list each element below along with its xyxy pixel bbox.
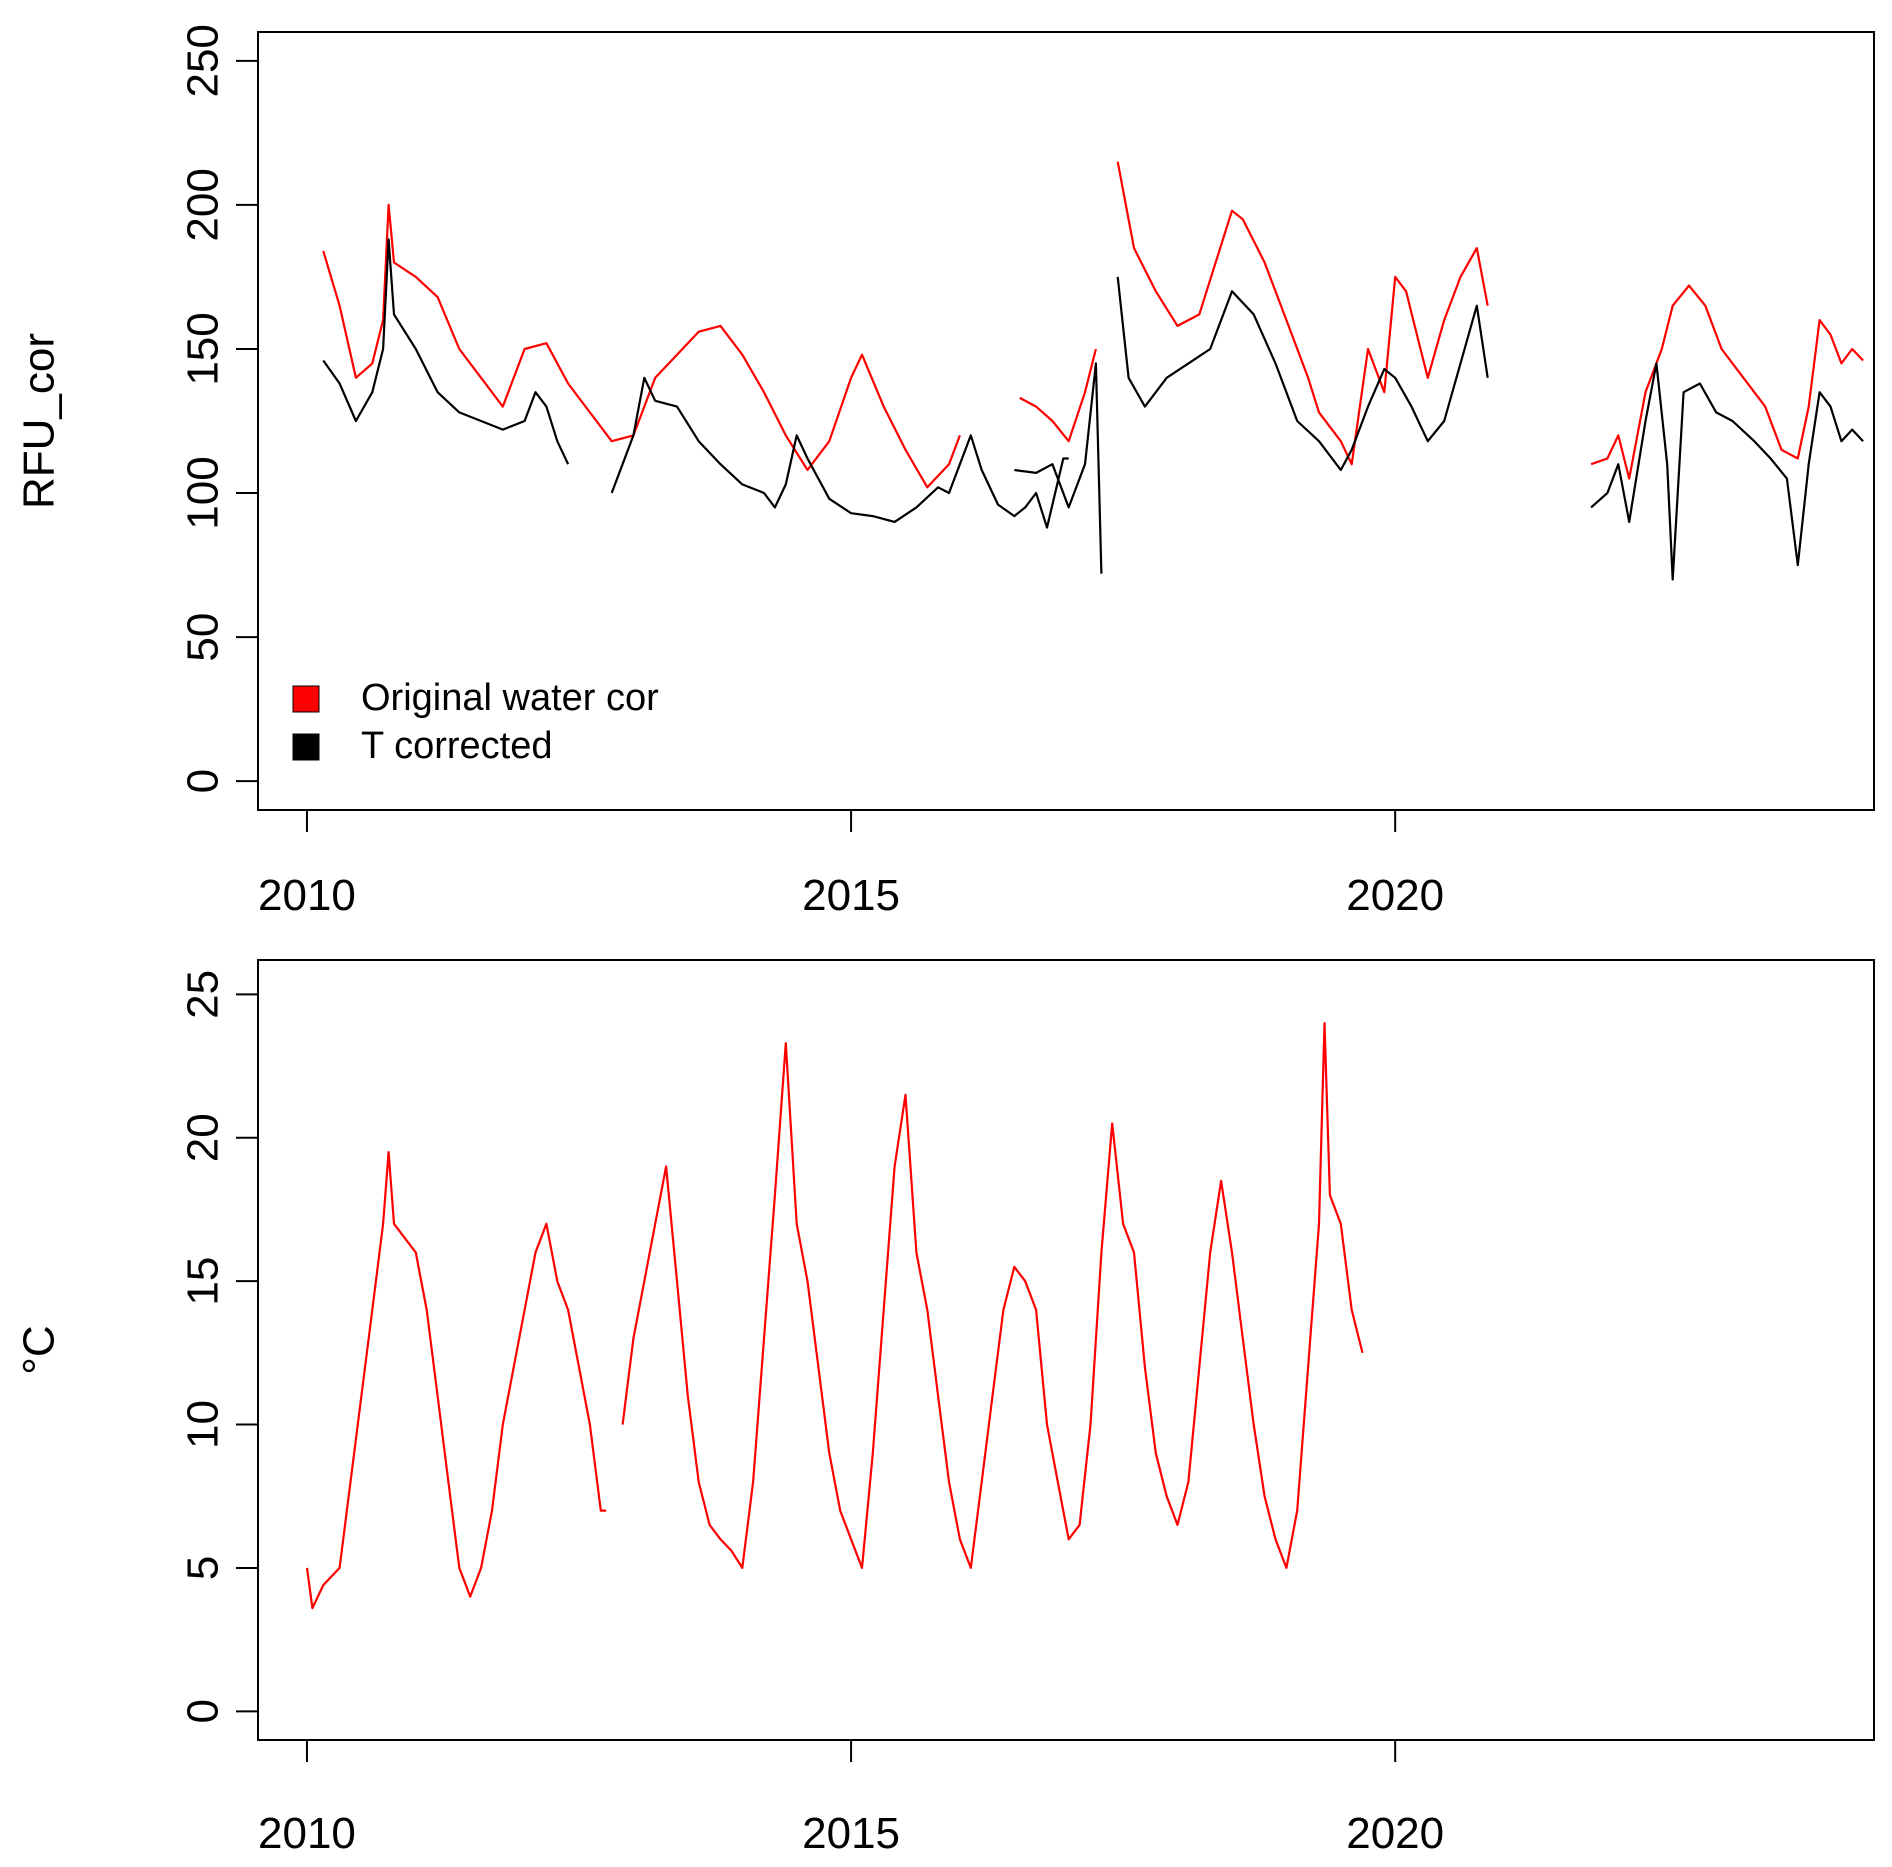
series-original-water-cor xyxy=(322,161,1864,489)
series-line-segment xyxy=(1019,348,1097,443)
y-tick-label: 50 xyxy=(179,613,228,662)
series-line-segment xyxy=(1116,161,1489,466)
y-tick-label: 5 xyxy=(179,1556,228,1580)
plot-frame xyxy=(257,31,1875,811)
x-tick-label: 2015 xyxy=(802,871,900,920)
y-tick-label: 20 xyxy=(179,1113,228,1162)
rfu-panel: 0 50 100 150 200 250 2010 2015 2020 RFU_cor Origin… xyxy=(15,24,1875,920)
x-tick-label: 2010 xyxy=(258,871,356,920)
series-line-segment xyxy=(1014,362,1103,574)
y-tick-label: 100 xyxy=(179,456,228,529)
series-line-segment xyxy=(1590,284,1864,480)
series-line-segment xyxy=(322,238,570,465)
series-line-segment xyxy=(621,1022,1364,1569)
y-tick-label: 10 xyxy=(179,1400,228,1449)
y-tick-label: 150 xyxy=(179,312,228,385)
series-line-segment xyxy=(610,376,1069,529)
x-tick-label: 2010 xyxy=(258,1809,356,1858)
y-tick-label: 0 xyxy=(179,769,228,793)
series-line-0 xyxy=(305,1022,1364,1610)
y-tick-label: 15 xyxy=(179,1257,228,1306)
x-tick-label: 2020 xyxy=(1346,871,1444,920)
series-line-segment xyxy=(1116,276,1489,472)
y-tick-label: 250 xyxy=(179,24,228,97)
y-axis-title: RFU_cor xyxy=(15,333,64,509)
plot-frame xyxy=(257,959,1875,1741)
legend-label: Original water cor xyxy=(361,677,659,719)
legend-swatch xyxy=(292,733,320,761)
y-tick-label: 25 xyxy=(179,970,228,1019)
series-line-segment xyxy=(305,1151,607,1610)
series-line-segment xyxy=(322,203,961,489)
y-tick-label: 0 xyxy=(179,1699,228,1723)
series-t-corrected xyxy=(322,238,1864,581)
series-line-segment xyxy=(1590,362,1864,581)
y-axis-title: °C xyxy=(15,1325,64,1374)
temperature-panel: 0 5 10 15 20 25 2010 2015 2020 °C xyxy=(15,959,1875,1858)
legend-label: T corrected xyxy=(361,725,552,767)
x-tick-label: 2015 xyxy=(802,1809,900,1858)
x-tick-label: 2020 xyxy=(1346,1809,1444,1858)
legend-swatch xyxy=(292,685,320,713)
y-tick-label: 200 xyxy=(179,168,228,241)
